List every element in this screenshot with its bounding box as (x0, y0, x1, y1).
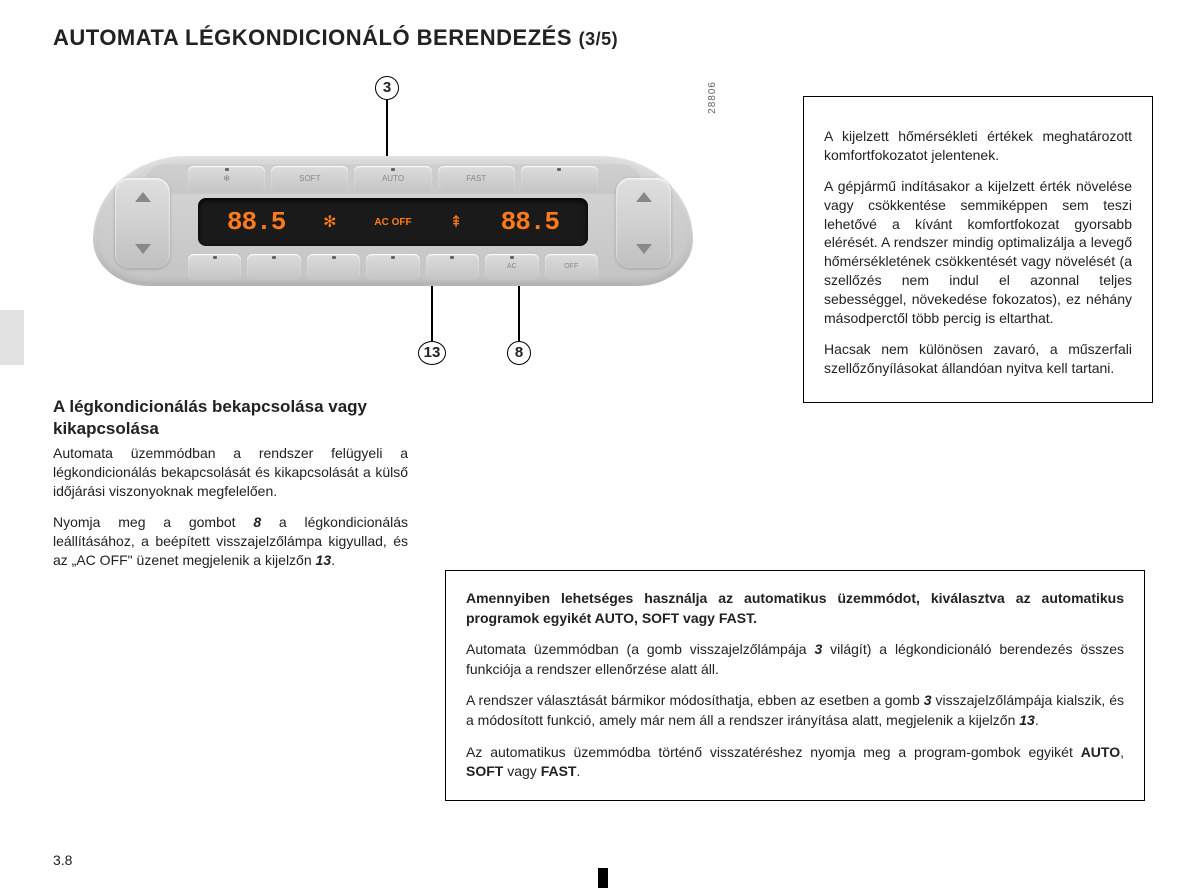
callout-line-8 (518, 281, 520, 341)
lp2-a: Nyomja meg a gombot (53, 514, 253, 530)
airflow-icon: ⇞ (449, 212, 462, 232)
display-temp-left: 88.5 (227, 207, 285, 237)
wide-note-box: Amennyiben lehetséges használja az autom… (445, 570, 1145, 801)
top-btn-fan: ✻ (188, 166, 265, 192)
image-code: 28806 (707, 81, 718, 114)
callout-line-3 (386, 100, 388, 163)
info-p2: A gépjármű indításakor a kijelzett érték… (824, 177, 1132, 328)
left-text-block: A légkondicionálás bekapcsolása vagy kik… (53, 396, 408, 570)
display-acoff: AC OFF (374, 217, 411, 228)
wide-p4: Az automatikus üzemmódba történő visszat… (466, 743, 1124, 782)
ref-8: 8 (253, 514, 261, 530)
content-row: 28806 3 13 8 ✻ SOFT AUTO FA (53, 81, 1153, 582)
climate-panel: ✻ SOFT AUTO FAST 88.5 ✻ AC OFF ⇞ 88.5 (93, 156, 693, 286)
bot-btn-1 (188, 254, 241, 280)
page-number: 3.8 (53, 852, 72, 868)
section-heading: A légkondicionálás bekapcsolása vagy kik… (53, 396, 408, 440)
info-p1: A kijelzett hőmérsékleti értékek meghatá… (824, 127, 1132, 165)
bot-btn-2 (247, 254, 300, 280)
climate-figure: 28806 3 13 8 ✻ SOFT AUTO FA (73, 81, 713, 381)
right-column: A kijelzett hőmérsékleti értékek meghatá… (803, 81, 1153, 582)
top-btn-soft: SOFT (271, 166, 348, 192)
side-tab (0, 310, 24, 365)
wp3-ref13: 13 (1019, 712, 1035, 728)
climate-display: 88.5 ✻ AC OFF ⇞ 88.5 (198, 198, 588, 246)
bot-btn-5 (426, 254, 479, 280)
top-button-row: ✻ SOFT AUTO FAST (188, 166, 598, 192)
callout-3: 3 (375, 76, 399, 100)
top-btn-auto-label: AUTO (382, 174, 404, 183)
temp-right-rocker (616, 178, 671, 268)
left-para-2: Nyomja meg a gombot 8 a légkondicionálás… (53, 513, 408, 570)
left-column: 28806 3 13 8 ✻ SOFT AUTO FA (53, 81, 773, 582)
wp4-s2: vagy (503, 763, 540, 779)
lp2-c: . (331, 552, 335, 568)
page-title: AUTOMATA LÉGKONDICIONÁLÓ BERENDEZÉS (3/5… (53, 25, 1153, 51)
wp4-a: Az automatikus üzemmódba történő visszat… (466, 744, 1081, 760)
wide-p3: A rendszer választását bármikor módosíth… (466, 691, 1124, 730)
temp-left-rocker (115, 178, 170, 268)
callout-8: 8 (507, 341, 531, 365)
wp2-a: Automata üzemmódban (a gomb visszajelzől… (466, 641, 814, 657)
info-box: A kijelzett hőmérsékleti értékek meghatá… (803, 96, 1153, 403)
wp4-s1: , (1120, 744, 1124, 760)
wp3-ref3: 3 (924, 692, 932, 708)
wp3-a: A rendszer választását bármikor módosíth… (466, 692, 924, 708)
wp4-fast: FAST (541, 763, 577, 779)
callout-13: 13 (418, 341, 446, 365)
bot-btn-3 (307, 254, 360, 280)
ref-13: 13 (316, 552, 332, 568)
page: AUTOMATA LÉGKONDICIONÁLÓ BERENDEZÉS (3/5… (53, 25, 1153, 582)
wide-p1-strong: Amennyiben lehetséges használja az autom… (466, 590, 1124, 626)
bot-btn-acoff: AC (485, 254, 538, 280)
fan-icon: ✻ (323, 212, 336, 232)
top-btn-defrost (521, 166, 598, 192)
info-p3: Hacsak nem különösen zavaró, a műszerfal… (824, 340, 1132, 378)
top-btn-fast: FAST (438, 166, 515, 192)
top-btn-auto: AUTO (354, 166, 431, 192)
bot-btn-off: OFF (545, 254, 598, 280)
wp3-c: . (1035, 712, 1039, 728)
bottom-button-row: AC OFF (188, 254, 598, 280)
title-main: AUTOMATA LÉGKONDICIONÁLÓ BERENDEZÉS (53, 25, 579, 50)
wp4-soft: SOFT (466, 763, 503, 779)
title-part: (3/5) (579, 29, 619, 49)
bot-btn-4 (366, 254, 419, 280)
left-para-1: Automata üzemmódban a rendszer felügyeli… (53, 444, 408, 501)
wide-p2: Automata üzemmódban (a gomb visszajelzől… (466, 640, 1124, 679)
display-temp-right: 88.5 (501, 207, 559, 237)
wp4-auto: AUTO (1081, 744, 1120, 760)
wide-p1: Amennyiben lehetséges használja az autom… (466, 589, 1124, 628)
wp4-end: . (576, 763, 580, 779)
bottom-tab (598, 868, 608, 888)
